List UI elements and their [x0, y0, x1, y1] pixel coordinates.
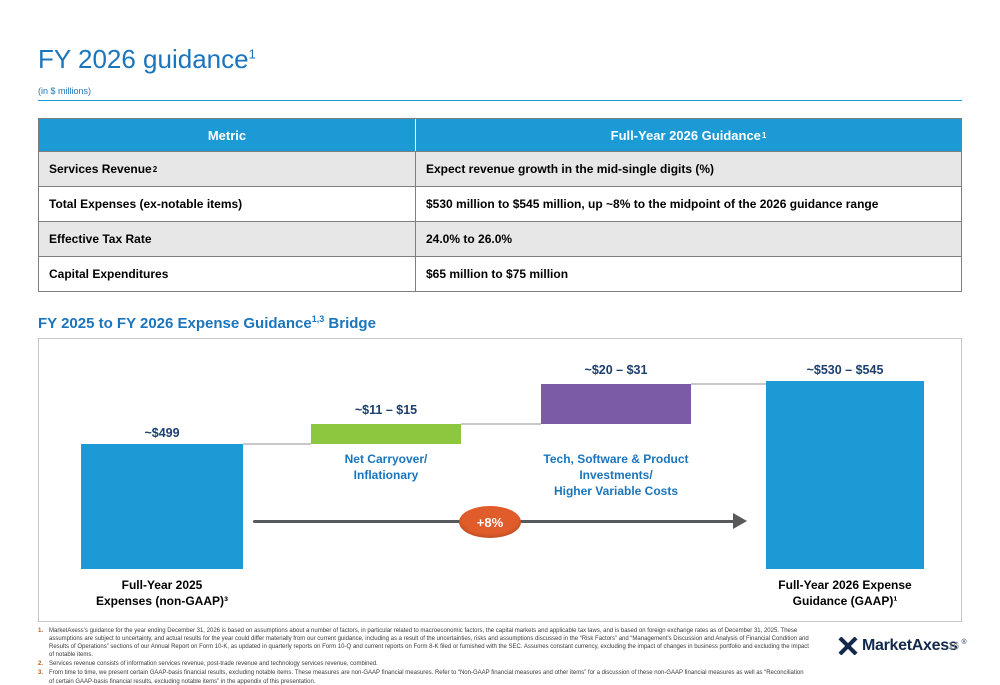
- company-logo: MarketAxess ®: [838, 637, 967, 655]
- metric-footnote-ref: 2: [152, 164, 158, 174]
- bridge-section-title: FY 2025 to FY 2026 Expense Guidance1,3 B…: [38, 314, 376, 332]
- category-label-carryover: Net Carryover/ Inflationary: [344, 452, 428, 483]
- step-connector-line: [243, 443, 311, 445]
- footnote-text: Services revenue consists of information…: [49, 661, 378, 668]
- bar-value-label: ~$530 – $545: [806, 363, 884, 377]
- expense-bridge-chart: ~$499 ~$11 – $15 ~$20 – $31 ~$530 – $545…: [38, 338, 962, 622]
- footnote: 2. Services revenue consists of informat…: [38, 660, 810, 668]
- header-footnote-ref: 1: [761, 130, 767, 140]
- guidance-cell: $65 million to $75 million: [426, 267, 569, 281]
- table-row: Capital Expenditures $65 million to $75 …: [39, 256, 961, 291]
- footnote-number: 3.: [38, 670, 44, 677]
- registered-mark: ®: [961, 639, 967, 646]
- page-number: 16: [948, 641, 960, 652]
- header-divider: [38, 100, 962, 101]
- bar-value-label: ~$499: [144, 426, 180, 440]
- footnotes: 1. MarketAxess’s guidance for the year e…: [38, 627, 810, 685]
- table-row: Services Revenue 2 Expect revenue growth …: [39, 151, 961, 186]
- footnote: 3. From time to time, we present certain…: [38, 669, 810, 685]
- guidance-table: Metric Full-Year 2026 Guidance 1 Services…: [38, 118, 962, 292]
- growth-percent-badge: +8%: [459, 506, 521, 538]
- footnote: 1. MarketAxess’s guidance for the year e…: [38, 627, 810, 659]
- footnote-number: 2.: [38, 661, 44, 668]
- bar-value-label: ~$11 – $15: [354, 403, 418, 417]
- metric-cell: Capital Expenditures: [39, 257, 416, 291]
- col-header-metric: Metric: [39, 119, 416, 151]
- table-row: Effective Tax Rate 24.0% to 26.0%: [39, 221, 961, 256]
- metric-cell: Effective Tax Rate: [39, 222, 416, 256]
- step-connector-line: [691, 383, 766, 385]
- category-label-fy2026: Full-Year 2026 Expense Guidance (GAAP)¹: [778, 578, 912, 609]
- bar-fy2026-guidance: [766, 381, 924, 569]
- growth-arrow-head: [733, 513, 747, 529]
- guidance-cell: Expect revenue growth in the mid-single …: [426, 162, 715, 176]
- step-connector-line: [461, 423, 541, 425]
- metric-cell: Services Revenue 2: [39, 152, 416, 186]
- guidance-cell: $530 million to $545 million, up ~8% to …: [426, 197, 879, 211]
- guidance-cell: 24.0% to 26.0%: [426, 232, 513, 246]
- logo-wordmark: MarketAxess: [862, 637, 958, 654]
- title-footnote-ref: 1: [248, 46, 256, 62]
- marketaxess-x-icon: [838, 637, 858, 655]
- bar-net-carryover: [311, 424, 461, 444]
- col-header-guidance: Full-Year 2026 Guidance 1: [610, 127, 767, 143]
- footnote-number: 1.: [38, 628, 44, 634]
- category-label-tech: Tech, Software & Product Investments/ Hi…: [543, 452, 689, 499]
- bar-tech-investments: [541, 384, 691, 424]
- units-subtitle: (in $ millions): [38, 86, 92, 96]
- metric-cell: Total Expenses (ex-notable items): [39, 187, 416, 221]
- table-header-row: Metric Full-Year 2026 Guidance 1: [39, 119, 961, 151]
- page-title: FY 2026 guidance1: [38, 44, 256, 74]
- bridge-footnote-ref: 1,3: [311, 314, 325, 324]
- table-row: Total Expenses (ex-notable items) $530 m…: [39, 186, 961, 221]
- bar-fy2025-expenses: [81, 444, 243, 569]
- footnote-text: MarketAxess’s guidance for the year endi…: [49, 628, 809, 659]
- category-label-fy2025: Full-Year 2025 Expenses (non-GAAP)³: [95, 578, 228, 609]
- bar-value-label: ~$20 – $31: [584, 363, 648, 377]
- footnote-text: From time to time, we present certain GA…: [49, 670, 804, 685]
